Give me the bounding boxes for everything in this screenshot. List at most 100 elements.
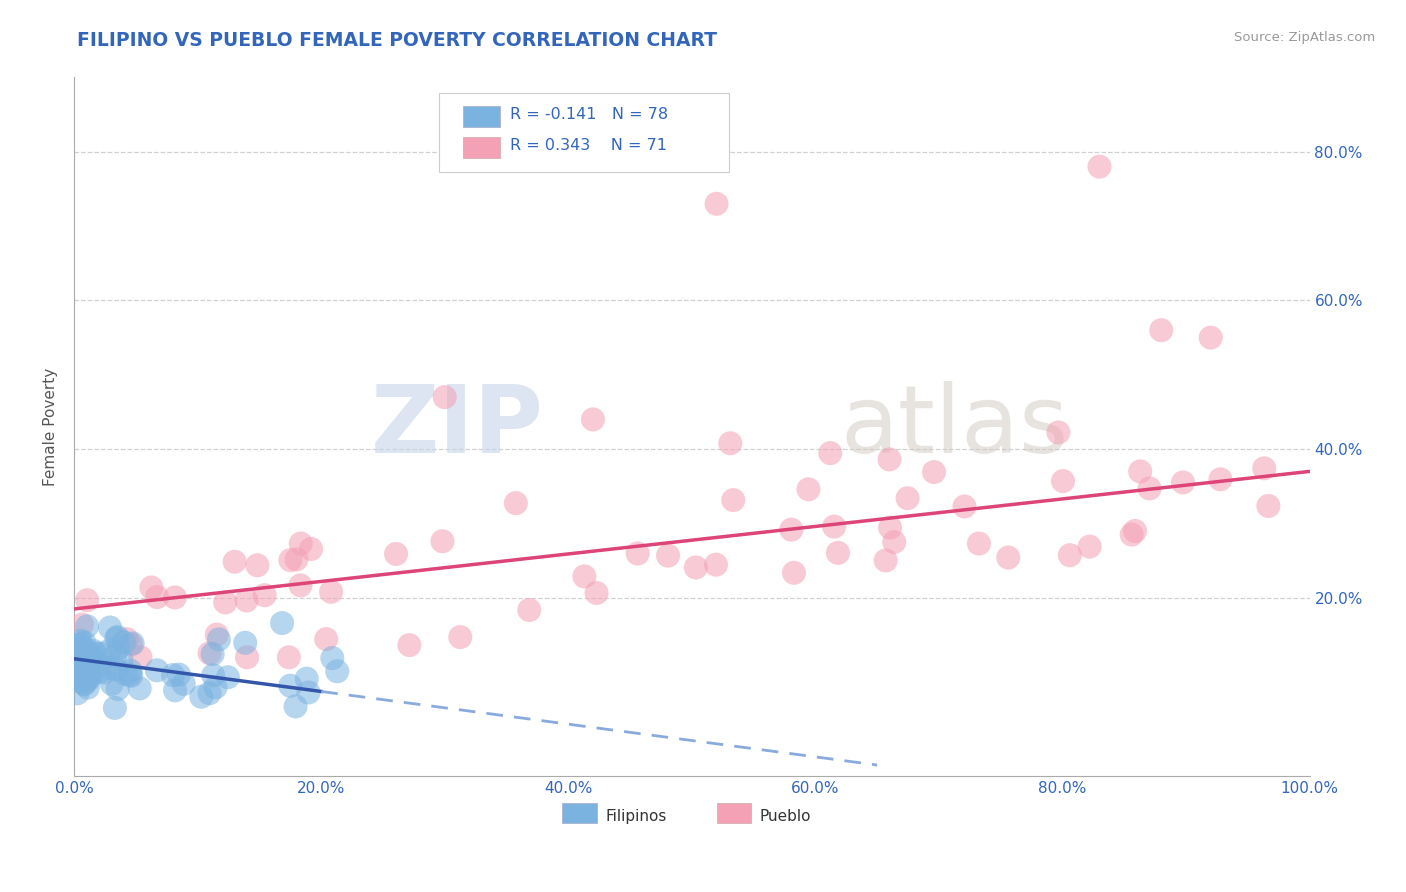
Point bbox=[1088, 160, 1111, 174]
Point bbox=[115, 632, 138, 647]
Point bbox=[89, 657, 111, 672]
Text: R = 0.343    N = 71: R = 0.343 N = 71 bbox=[510, 138, 668, 153]
Y-axis label: Female Poverty: Female Poverty bbox=[44, 368, 58, 486]
Point bbox=[205, 627, 228, 641]
Point bbox=[1052, 474, 1074, 488]
Point bbox=[70, 640, 93, 655]
Point bbox=[70, 617, 93, 632]
Point bbox=[77, 673, 100, 687]
Point bbox=[1139, 482, 1161, 496]
Point bbox=[83, 644, 105, 658]
Point bbox=[79, 669, 101, 683]
Point bbox=[385, 547, 408, 561]
Point bbox=[146, 590, 169, 604]
Point bbox=[299, 541, 322, 556]
Point bbox=[585, 586, 607, 600]
Point bbox=[66, 686, 89, 700]
Text: Filipinos: Filipinos bbox=[606, 809, 666, 824]
Point bbox=[77, 668, 100, 682]
FancyBboxPatch shape bbox=[463, 106, 501, 127]
Point bbox=[141, 581, 163, 595]
Point bbox=[121, 636, 143, 650]
Point bbox=[657, 549, 679, 563]
Point bbox=[967, 536, 990, 550]
Point bbox=[69, 657, 91, 672]
Point bbox=[820, 446, 842, 460]
Point bbox=[277, 650, 299, 665]
Point bbox=[284, 699, 307, 714]
Point bbox=[90, 647, 112, 661]
Point bbox=[718, 436, 741, 450]
Point bbox=[879, 520, 901, 534]
Point bbox=[107, 630, 129, 644]
Point bbox=[321, 651, 343, 665]
Point bbox=[953, 500, 976, 514]
Point bbox=[883, 535, 905, 549]
Point bbox=[398, 638, 420, 652]
Point bbox=[723, 493, 745, 508]
Point bbox=[173, 677, 195, 691]
Point bbox=[129, 650, 152, 665]
Point bbox=[1199, 330, 1222, 344]
Point bbox=[1059, 548, 1081, 562]
Point bbox=[165, 683, 187, 698]
Point bbox=[67, 665, 90, 679]
Point bbox=[76, 619, 98, 633]
Point bbox=[162, 668, 184, 682]
Text: Source: ZipAtlas.com: Source: ZipAtlas.com bbox=[1234, 31, 1375, 45]
Point bbox=[104, 701, 127, 715]
Point bbox=[202, 668, 225, 682]
Point bbox=[1129, 465, 1152, 479]
Point bbox=[163, 591, 186, 605]
Point bbox=[107, 640, 129, 655]
Point bbox=[110, 652, 132, 666]
Point bbox=[198, 646, 221, 660]
Text: ZIP: ZIP bbox=[371, 381, 544, 473]
Point bbox=[93, 665, 115, 680]
Point bbox=[297, 685, 319, 699]
Point bbox=[73, 676, 96, 690]
Point bbox=[73, 635, 96, 649]
Point bbox=[67, 645, 90, 659]
Point bbox=[217, 670, 239, 684]
Point bbox=[112, 635, 135, 649]
Point bbox=[98, 620, 121, 634]
Point bbox=[128, 681, 150, 696]
Point bbox=[278, 679, 301, 693]
Point bbox=[1078, 540, 1101, 554]
Point bbox=[433, 390, 456, 404]
Point bbox=[104, 662, 127, 676]
Point bbox=[208, 632, 231, 647]
Point bbox=[120, 669, 142, 683]
Point bbox=[627, 547, 650, 561]
Point bbox=[997, 550, 1019, 565]
Point bbox=[685, 560, 707, 574]
Point bbox=[76, 654, 98, 668]
Point bbox=[706, 196, 728, 211]
Point bbox=[783, 566, 806, 580]
Point bbox=[505, 496, 527, 510]
Point bbox=[69, 664, 91, 678]
Text: FILIPINO VS PUEBLO FEMALE POVERTY CORRELATION CHART: FILIPINO VS PUEBLO FEMALE POVERTY CORREL… bbox=[77, 31, 717, 50]
Point bbox=[236, 650, 259, 665]
Point bbox=[1150, 323, 1173, 337]
Point bbox=[295, 672, 318, 686]
Point bbox=[105, 632, 128, 646]
Point bbox=[432, 534, 454, 549]
Point bbox=[780, 523, 803, 537]
Point bbox=[582, 412, 605, 426]
Point bbox=[290, 536, 312, 550]
Point bbox=[198, 686, 221, 700]
Point bbox=[65, 658, 87, 673]
Point bbox=[75, 648, 97, 662]
FancyBboxPatch shape bbox=[439, 93, 728, 172]
Point bbox=[290, 578, 312, 592]
Point bbox=[66, 653, 89, 667]
Point bbox=[280, 553, 302, 567]
Point bbox=[253, 588, 276, 602]
Point bbox=[1209, 472, 1232, 486]
Text: Pueblo: Pueblo bbox=[759, 809, 811, 824]
Point bbox=[70, 644, 93, 658]
Point bbox=[104, 649, 127, 664]
Point bbox=[63, 649, 86, 664]
